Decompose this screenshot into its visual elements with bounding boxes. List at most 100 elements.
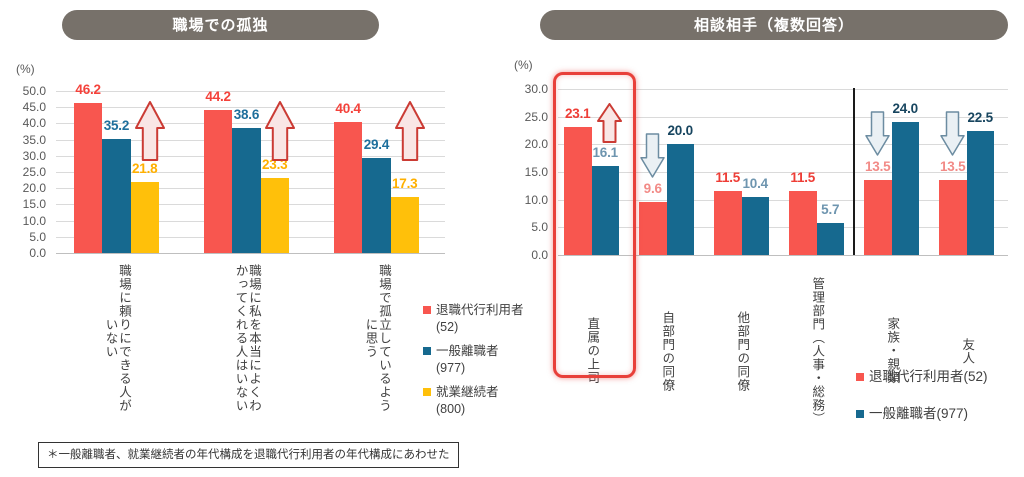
y-tick-label: 15.0: [22, 197, 46, 212]
bar-value-label: 35.2: [103, 117, 130, 133]
bar-value-label: 11.5: [790, 170, 816, 186]
left-chart-title: 職場での孤独: [62, 10, 379, 40]
legend-swatch-icon: [856, 410, 864, 419]
bar-value-label: 10.4: [742, 176, 769, 192]
y-axis-unit-label: (%): [514, 58, 533, 72]
gridline: [558, 199, 1008, 201]
legend-swatch-icon: [423, 347, 431, 355]
increase-arrow-icon: [597, 103, 622, 148]
decrease-arrow-icon: [865, 111, 890, 161]
decrease-arrow-icon: [940, 111, 965, 161]
legend-label: 就業継続者(800): [436, 385, 499, 416]
x-axis-category-label: 自部門の同僚: [660, 310, 675, 392]
y-tick-label: 35.0: [22, 132, 46, 147]
bar-value-label: 5.7: [821, 202, 840, 218]
bar-series0-cat3: [789, 191, 817, 255]
gridline: [558, 89, 1008, 90]
x-axis-category-label: 管理部門（人事・総務）: [810, 276, 825, 426]
bar-series2-cat2: [390, 196, 419, 253]
y-tick-label: 40.0: [22, 116, 46, 131]
bar-value-label: 13.5: [940, 159, 966, 175]
bar-value-label: 46.2: [75, 82, 101, 98]
legend-label: 退職代行利用者(52): [869, 369, 988, 384]
y-tick-label: 10.0: [22, 213, 46, 228]
bar-value-label: 17.3: [392, 175, 418, 191]
right-chart-title: 相談相手（複数回答）: [540, 10, 1008, 40]
bar-series0-cat1: [639, 201, 667, 255]
gridline: [558, 172, 1008, 173]
bar-value-label: 40.4: [335, 101, 361, 117]
bar-series1-cat1: [666, 144, 694, 255]
bar-series1-cat1: [232, 127, 261, 253]
category-divider-line: [853, 88, 855, 255]
legend-swatch-icon: [423, 388, 431, 396]
legend-label: 一般離職者(977): [869, 406, 969, 422]
bar-value-label: 23.1: [565, 106, 591, 122]
legend: 退職代行利用者(52) 一般離職者(977): [856, 369, 988, 443]
legend-item-series1: 一般離職者(977): [423, 343, 524, 376]
y-tick-label: 20.0: [22, 181, 46, 196]
y-tick-label: 45.0: [22, 100, 46, 115]
gridline: [558, 116, 1008, 118]
y-tick-label: 5.0: [29, 229, 46, 244]
y-tick-label: 5.0: [531, 220, 548, 235]
bar-series1-cat5: [966, 130, 994, 255]
y-tick-label: 15.0: [524, 165, 548, 179]
x-axis-category-label: 家族・親類: [885, 317, 900, 385]
increase-arrow-icon: [135, 101, 165, 166]
bar-series0-cat0: [564, 127, 592, 255]
bar-series1-cat2: [741, 197, 769, 255]
bar-value-label: 44.2: [205, 88, 231, 104]
x-axis-category-label: 友人: [960, 337, 975, 365]
legend-swatch-icon: [423, 306, 431, 314]
legend-item-series2: 就業継続者(800): [423, 384, 524, 417]
increase-arrow-icon: [395, 101, 425, 166]
y-tick-label: 0.0: [29, 246, 46, 260]
y-tick-label: 10.0: [524, 192, 548, 207]
highlighted-category-box: [553, 72, 636, 378]
y-tick-label: 30.0: [22, 148, 46, 163]
bar-value-label: 16.1: [592, 144, 619, 160]
bar-value-label: 22.5: [967, 109, 994, 125]
bar-series0-cat0: [74, 103, 103, 253]
x-axis-category-label: 職場に頼りにできる人がいない: [103, 263, 131, 413]
bar-series2-cat1: [260, 177, 289, 253]
bar-series0-cat5: [939, 180, 967, 255]
bar-series1-cat4: [891, 122, 919, 255]
gridline: [56, 107, 445, 109]
x-axis-category-label: 職場で孤立しているように思う: [363, 263, 391, 413]
y-tick-label: 0.0: [531, 248, 548, 262]
gridline: [56, 123, 445, 125]
x-axis-category-label: 他部門の同僚: [735, 310, 750, 392]
y-tick-label: 30.0: [524, 82, 548, 96]
y-tick-label: 20.0: [524, 137, 548, 152]
gridline: [558, 144, 1008, 146]
bar-value-label: 38.6: [233, 106, 260, 122]
legend: 退職代行利用者(52) 一般離職者(977) 就業継続者(800): [423, 302, 524, 425]
bar-value-label: 20.0: [667, 123, 694, 139]
increase-arrow-icon: [265, 101, 295, 166]
y-tick-label: 50.0: [22, 84, 46, 98]
bar-series1-cat3: [816, 223, 844, 255]
legend-item-series1: 一般離職者(977): [856, 406, 988, 422]
bar-series0-cat1: [204, 109, 233, 253]
bar-series1-cat0: [102, 138, 131, 253]
footnote: ＊一般離職者、就業継続者の年代構成を退職代行利用者の年代構成にあわせた: [38, 442, 459, 468]
legend-item-series0: 退職代行利用者(52): [423, 302, 524, 335]
bar-value-label: 21.8: [132, 161, 158, 177]
legend-swatch-icon: [856, 373, 864, 381]
legend-label: 退職代行利用者(52): [436, 303, 524, 334]
legend-label: 一般離職者(977): [436, 344, 499, 375]
bar-value-label: 11.5: [715, 170, 741, 186]
gridline: [558, 255, 1008, 256]
bar-series2-cat0: [130, 182, 159, 253]
x-axis-category-label: 職場に私を本当によくわかってくれる人はいない: [233, 263, 261, 413]
x-axis-category-label: 直属の上司: [585, 317, 600, 385]
bar-series0-cat2: [334, 122, 363, 253]
legend-item-series0: 退職代行利用者(52): [856, 369, 988, 385]
decrease-arrow-icon: [640, 133, 665, 183]
bar-series0-cat2: [714, 191, 742, 255]
bar-value-label: 29.4: [363, 136, 390, 152]
bar-value-label: 24.0: [892, 101, 919, 117]
